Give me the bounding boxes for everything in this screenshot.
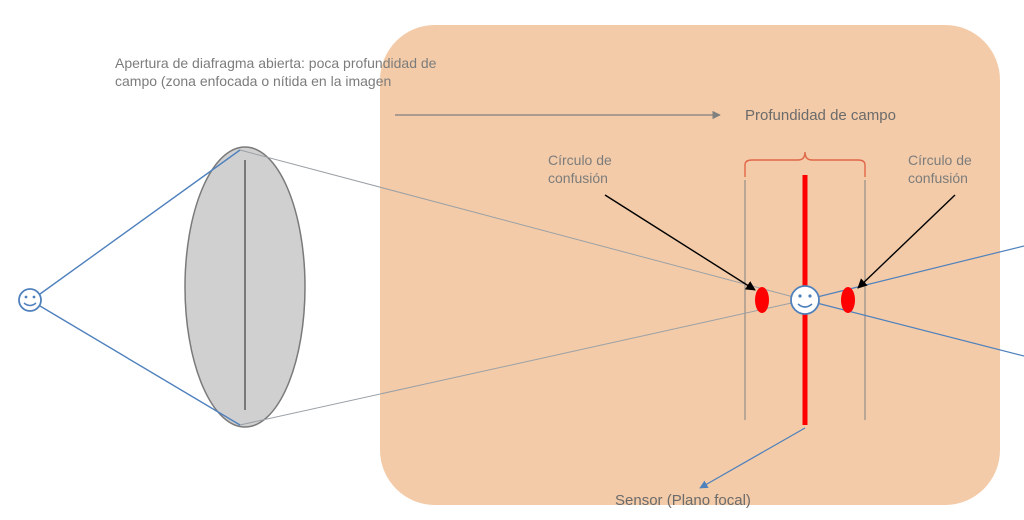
confusion-label-right-2: confusión: [908, 170, 968, 186]
focused-image-face: [791, 286, 819, 314]
depth-of-field-label: Profundidad de campo: [745, 107, 896, 124]
confusion-circle-right: [841, 287, 855, 313]
confusion-circle-left: [755, 287, 769, 313]
title-line1: Apertura de diafragma abierta: poca prof…: [115, 55, 437, 71]
confusion-label-left-1: Círculo de: [548, 152, 612, 168]
confusion-label-right-1: Círculo de: [908, 152, 972, 168]
title-line2: campo (zona enfocada o nítida en la imag…: [115, 73, 391, 89]
subject-face: [19, 289, 41, 311]
depth-of-field-diagram: Apertura de diafragma abierta: poca prof…: [0, 0, 1024, 520]
sensor-label: Sensor (Plano focal): [615, 492, 751, 509]
confusion-label-left-2: confusión: [548, 170, 608, 186]
camera-body-bg: [380, 25, 1000, 505]
